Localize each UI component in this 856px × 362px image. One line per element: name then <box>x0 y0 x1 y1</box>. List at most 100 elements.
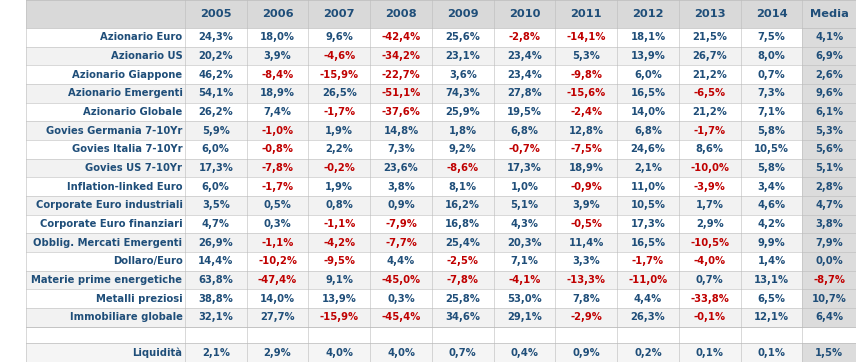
Bar <box>802 0 856 28</box>
Bar <box>556 308 617 327</box>
Text: 0,7%: 0,7% <box>696 275 723 285</box>
Bar <box>740 289 802 308</box>
Text: 46,2%: 46,2% <box>199 70 234 80</box>
Text: 4,7%: 4,7% <box>815 200 843 210</box>
Text: -7,5%: -7,5% <box>570 144 603 154</box>
Bar <box>494 270 556 289</box>
Text: 14,4%: 14,4% <box>198 256 234 266</box>
Text: 18,0%: 18,0% <box>260 32 295 42</box>
Bar <box>740 159 802 177</box>
Bar <box>432 177 494 196</box>
Bar <box>740 177 802 196</box>
Text: 26,7%: 26,7% <box>693 51 727 61</box>
Text: Materie prime energetiche: Materie prime energetiche <box>32 275 182 285</box>
Text: 1,7%: 1,7% <box>696 200 724 210</box>
Text: 0,9%: 0,9% <box>573 348 600 358</box>
Bar <box>247 233 308 252</box>
Bar <box>185 343 247 362</box>
Text: -0,5%: -0,5% <box>570 219 603 229</box>
Bar <box>247 196 308 215</box>
Text: Corporate Euro industriali: Corporate Euro industriali <box>36 200 182 210</box>
Bar <box>432 215 494 233</box>
Bar <box>617 140 679 159</box>
Bar <box>740 343 802 362</box>
Text: -2,8%: -2,8% <box>508 32 540 42</box>
Text: 2009: 2009 <box>447 9 479 19</box>
Text: -7,8%: -7,8% <box>262 163 294 173</box>
Text: 6,5%: 6,5% <box>758 294 786 303</box>
Bar <box>802 65 856 84</box>
Bar <box>617 0 679 28</box>
Text: -3,9%: -3,9% <box>694 181 726 191</box>
Bar <box>247 343 308 362</box>
Text: 13,9%: 13,9% <box>631 51 665 61</box>
Text: -15,6%: -15,6% <box>567 88 606 98</box>
Text: Immobiliare globale: Immobiliare globale <box>69 312 182 322</box>
Bar <box>432 252 494 270</box>
Bar <box>185 159 247 177</box>
Bar <box>494 102 556 121</box>
Bar <box>617 343 679 362</box>
Text: Azionario US: Azionario US <box>110 51 182 61</box>
Text: 38,8%: 38,8% <box>199 294 233 303</box>
Bar <box>26 159 185 177</box>
Text: -37,6%: -37,6% <box>382 107 420 117</box>
Text: -10,0%: -10,0% <box>690 163 729 173</box>
Text: 0,3%: 0,3% <box>264 219 291 229</box>
Text: 24,3%: 24,3% <box>199 32 233 42</box>
Bar <box>494 65 556 84</box>
Bar <box>494 177 556 196</box>
Bar <box>617 270 679 289</box>
Bar <box>308 252 370 270</box>
Text: -1,1%: -1,1% <box>323 219 355 229</box>
Bar <box>26 121 185 140</box>
Bar <box>679 196 740 215</box>
Bar <box>617 102 679 121</box>
Bar <box>247 215 308 233</box>
Text: 0,3%: 0,3% <box>387 294 415 303</box>
Bar <box>26 343 185 362</box>
Bar <box>185 28 247 47</box>
Text: -4,6%: -4,6% <box>324 51 355 61</box>
Text: 18,9%: 18,9% <box>260 88 295 98</box>
Text: -45,0%: -45,0% <box>382 275 420 285</box>
Bar <box>432 84 494 102</box>
Text: 0,7%: 0,7% <box>449 348 477 358</box>
Text: 24,6%: 24,6% <box>631 144 665 154</box>
Text: -2,4%: -2,4% <box>570 107 603 117</box>
Text: 19,5%: 19,5% <box>507 107 542 117</box>
Text: 21,2%: 21,2% <box>693 107 728 117</box>
Bar <box>308 84 370 102</box>
Bar <box>370 121 432 140</box>
Text: 5,9%: 5,9% <box>202 126 229 135</box>
Bar <box>679 233 740 252</box>
Text: 2005: 2005 <box>200 9 231 19</box>
Bar <box>308 270 370 289</box>
Text: -0,1%: -0,1% <box>693 312 726 322</box>
Bar <box>802 270 856 289</box>
Bar <box>370 84 432 102</box>
Bar <box>26 215 185 233</box>
Text: 0,1%: 0,1% <box>696 348 724 358</box>
Bar <box>370 140 432 159</box>
Text: 2008: 2008 <box>385 9 417 19</box>
Bar <box>802 196 856 215</box>
Bar <box>247 159 308 177</box>
Text: -2,9%: -2,9% <box>570 312 603 322</box>
Bar <box>740 84 802 102</box>
Bar <box>308 215 370 233</box>
Text: 21,5%: 21,5% <box>693 32 728 42</box>
Bar <box>494 215 556 233</box>
Bar <box>679 177 740 196</box>
Bar <box>370 308 432 327</box>
Bar <box>802 47 856 65</box>
Bar <box>26 252 185 270</box>
Text: 7,4%: 7,4% <box>264 107 292 117</box>
Text: -0,8%: -0,8% <box>262 144 294 154</box>
Bar <box>679 65 740 84</box>
Bar <box>370 47 432 65</box>
Text: -34,2%: -34,2% <box>382 51 420 61</box>
Text: 11,0%: 11,0% <box>631 181 666 191</box>
Bar <box>679 47 740 65</box>
Bar <box>679 343 740 362</box>
